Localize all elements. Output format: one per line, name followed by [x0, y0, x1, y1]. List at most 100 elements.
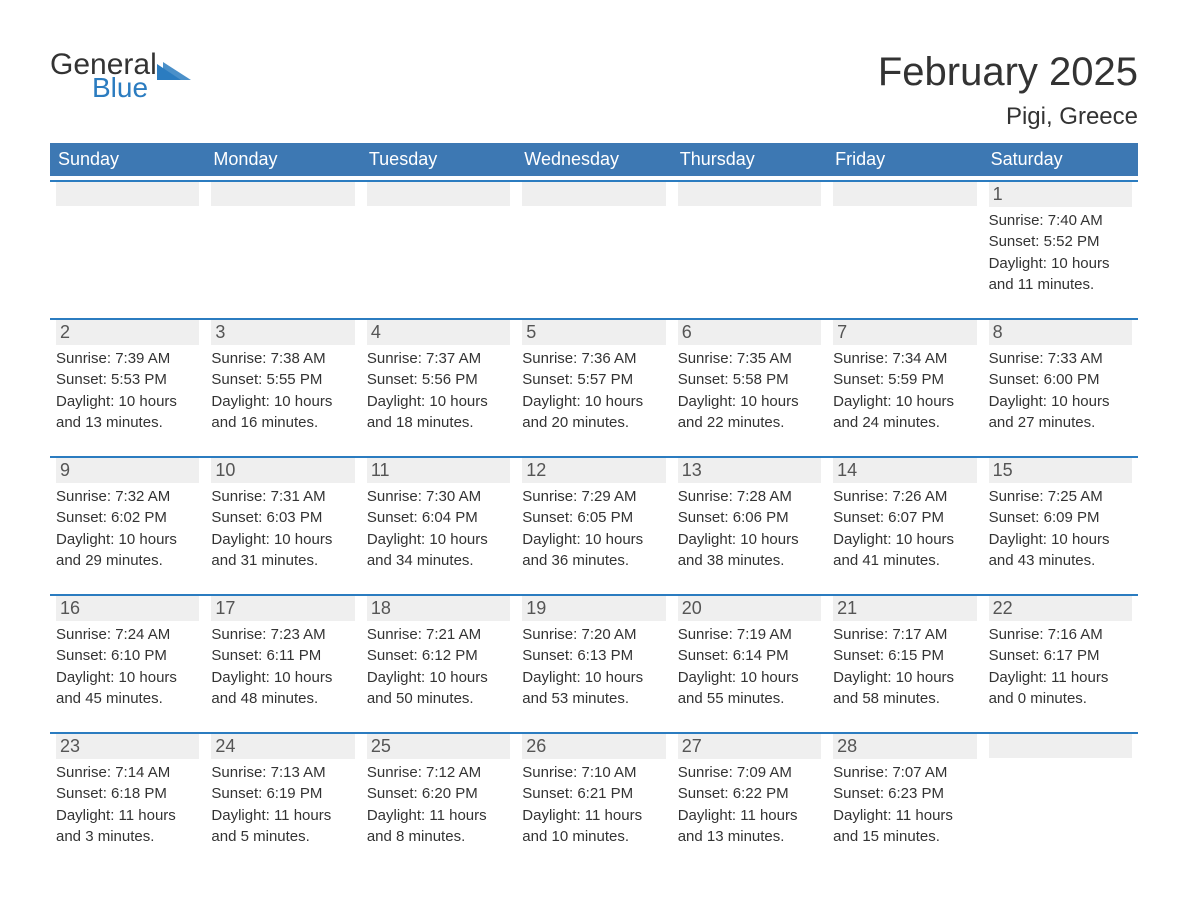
day-sunrise: Sunrise: 7:28 AM	[678, 487, 821, 507]
day-sunrise: Sunrise: 7:23 AM	[211, 625, 354, 645]
day-info: Sunrise: 7:12 AMSunset: 6:20 PMDaylight:…	[367, 763, 510, 847]
day-cell: 18Sunrise: 7:21 AMSunset: 6:12 PMDayligh…	[361, 596, 516, 728]
day-sunrise: Sunrise: 7:14 AM	[56, 763, 199, 783]
day-daylight2: and 15 minutes.	[833, 827, 976, 847]
day-sunset: Sunset: 6:04 PM	[367, 508, 510, 528]
day-sunset: Sunset: 6:23 PM	[833, 784, 976, 804]
week-row: 16Sunrise: 7:24 AMSunset: 6:10 PMDayligh…	[50, 594, 1138, 728]
day-sunrise: Sunrise: 7:20 AM	[522, 625, 665, 645]
day-cell: 11Sunrise: 7:30 AMSunset: 6:04 PMDayligh…	[361, 458, 516, 590]
logo: General Blue	[50, 50, 191, 102]
day-daylight1: Daylight: 10 hours	[367, 668, 510, 688]
day-daylight1: Daylight: 11 hours	[678, 806, 821, 826]
calendar: Sunday Monday Tuesday Wednesday Thursday…	[50, 143, 1138, 866]
day-sunset: Sunset: 6:02 PM	[56, 508, 199, 528]
day-daylight1: Daylight: 10 hours	[211, 530, 354, 550]
day-sunset: Sunset: 6:12 PM	[367, 646, 510, 666]
day-sunrise: Sunrise: 7:37 AM	[367, 349, 510, 369]
day-daylight2: and 34 minutes.	[367, 551, 510, 571]
day-cell: 2Sunrise: 7:39 AMSunset: 5:53 PMDaylight…	[50, 320, 205, 452]
day-daylight1: Daylight: 10 hours	[678, 392, 821, 412]
day-sunrise: Sunrise: 7:12 AM	[367, 763, 510, 783]
day-daylight1: Daylight: 10 hours	[211, 668, 354, 688]
day-number: 10	[211, 458, 354, 483]
day-number	[833, 182, 976, 206]
day-number	[56, 182, 199, 206]
weeks-container: 1 Sunrise: 7:40 AMSunset: 5:52 PMDaylight…	[50, 180, 1138, 866]
day-info: Sunrise: 7:26 AMSunset: 6:07 PMDaylight:…	[833, 487, 976, 571]
day-cell: 27 Sunrise: 7:09 AMSunset: 6:22 PMDayligh…	[672, 734, 827, 866]
day-cell: 25 Sunrise: 7:12 AMSunset: 6:20 PMDayligh…	[361, 734, 516, 866]
day-daylight1: Daylight: 10 hours	[522, 530, 665, 550]
day-sunset: Sunset: 6:10 PM	[56, 646, 199, 666]
day-number: 4	[367, 320, 510, 345]
header: General Blue February 2025 Pigi, Greece	[50, 50, 1138, 131]
day-daylight1: Daylight: 10 hours	[367, 392, 510, 412]
day-sunset: Sunset: 5:56 PM	[367, 370, 510, 390]
day-number: 14	[833, 458, 976, 483]
day-info: Sunrise: 7:37 AMSunset: 5:56 PMDaylight:…	[367, 349, 510, 433]
day-sunrise: Sunrise: 7:30 AM	[367, 487, 510, 507]
day-cell: 14 Sunrise: 7:26 AMSunset: 6:07 PMDayligh…	[827, 458, 982, 590]
day-info: Sunrise: 7:13 AMSunset: 6:19 PMDaylight:…	[211, 763, 354, 847]
day-sunrise: Sunrise: 7:26 AM	[833, 487, 976, 507]
day-daylight1: Daylight: 10 hours	[833, 668, 976, 688]
day-cell: 22Sunrise: 7:16 AMSunset: 6:17 PMDayligh…	[983, 596, 1138, 728]
day-number	[989, 734, 1132, 758]
day-cell: 26Sunrise: 7:10 AMSunset: 6:21 PMDayligh…	[516, 734, 671, 866]
day-info: Sunrise: 7:23 AMSunset: 6:11 PMDaylight:…	[211, 625, 354, 709]
day-sunset: Sunset: 5:59 PM	[833, 370, 976, 390]
day-info: Sunrise: 7:29 AMSunset: 6:05 PMDaylight:…	[522, 487, 665, 571]
week-row: 2Sunrise: 7:39 AMSunset: 5:53 PMDaylight…	[50, 318, 1138, 452]
day-daylight2: and 38 minutes.	[678, 551, 821, 571]
day-info: Sunrise: 7:09 AMSunset: 6:22 PMDaylight:…	[678, 763, 821, 847]
day-number: 24	[211, 734, 354, 759]
day-info: Sunrise: 7:14 AMSunset: 6:18 PMDaylight:…	[56, 763, 199, 847]
day-sunset: Sunset: 5:57 PM	[522, 370, 665, 390]
day-sunset: Sunset: 5:52 PM	[989, 232, 1132, 252]
day-number: 28	[833, 734, 976, 759]
day-cell	[827, 182, 982, 314]
day-cell	[672, 182, 827, 314]
day-number: 5	[522, 320, 665, 345]
day-cell: 9Sunrise: 7:32 AMSunset: 6:02 PMDaylight…	[50, 458, 205, 590]
day-info: Sunrise: 7:34 AMSunset: 5:59 PMDaylight:…	[833, 349, 976, 433]
day-number: 13	[678, 458, 821, 483]
day-daylight2: and 58 minutes.	[833, 689, 976, 709]
day-sunrise: Sunrise: 7:16 AM	[989, 625, 1132, 645]
day-info: Sunrise: 7:40 AMSunset: 5:52 PMDaylight:…	[989, 211, 1132, 295]
day-number: 12	[522, 458, 665, 483]
day-sunset: Sunset: 6:19 PM	[211, 784, 354, 804]
day-info: Sunrise: 7:35 AMSunset: 5:58 PMDaylight:…	[678, 349, 821, 433]
day-cell: 28Sunrise: 7:07 AMSunset: 6:23 PMDayligh…	[827, 734, 982, 866]
day-number: 25	[367, 734, 510, 759]
day-sunset: Sunset: 6:21 PM	[522, 784, 665, 804]
day-sunrise: Sunrise: 7:32 AM	[56, 487, 199, 507]
day-daylight1: Daylight: 10 hours	[522, 668, 665, 688]
day-daylight2: and 24 minutes.	[833, 413, 976, 433]
day-info: Sunrise: 7:33 AMSunset: 6:00 PMDaylight:…	[989, 349, 1132, 433]
day-daylight1: Daylight: 10 hours	[56, 530, 199, 550]
day-sunset: Sunset: 5:55 PM	[211, 370, 354, 390]
day-header-thursday: Thursday	[672, 143, 827, 176]
day-daylight1: Daylight: 10 hours	[833, 530, 976, 550]
day-daylight2: and 43 minutes.	[989, 551, 1132, 571]
day-cell: 15Sunrise: 7:25 AMSunset: 6:09 PMDayligh…	[983, 458, 1138, 590]
day-info: Sunrise: 7:25 AMSunset: 6:09 PMDaylight:…	[989, 487, 1132, 571]
day-daylight1: Daylight: 10 hours	[56, 668, 199, 688]
day-cell: 5Sunrise: 7:36 AMSunset: 5:57 PMDaylight…	[516, 320, 671, 452]
day-daylight2: and 29 minutes.	[56, 551, 199, 571]
day-daylight2: and 55 minutes.	[678, 689, 821, 709]
day-sunset: Sunset: 5:53 PM	[56, 370, 199, 390]
day-number: 1	[989, 182, 1132, 207]
logo-text-blue: Blue	[92, 74, 191, 102]
day-number: 27	[678, 734, 821, 759]
day-daylight2: and 48 minutes.	[211, 689, 354, 709]
day-number: 11	[367, 458, 510, 483]
day-daylight2: and 20 minutes.	[522, 413, 665, 433]
day-daylight1: Daylight: 10 hours	[522, 392, 665, 412]
day-daylight1: Daylight: 11 hours	[211, 806, 354, 826]
day-number: 20	[678, 596, 821, 621]
day-sunrise: Sunrise: 7:31 AM	[211, 487, 354, 507]
day-sunset: Sunset: 6:07 PM	[833, 508, 976, 528]
